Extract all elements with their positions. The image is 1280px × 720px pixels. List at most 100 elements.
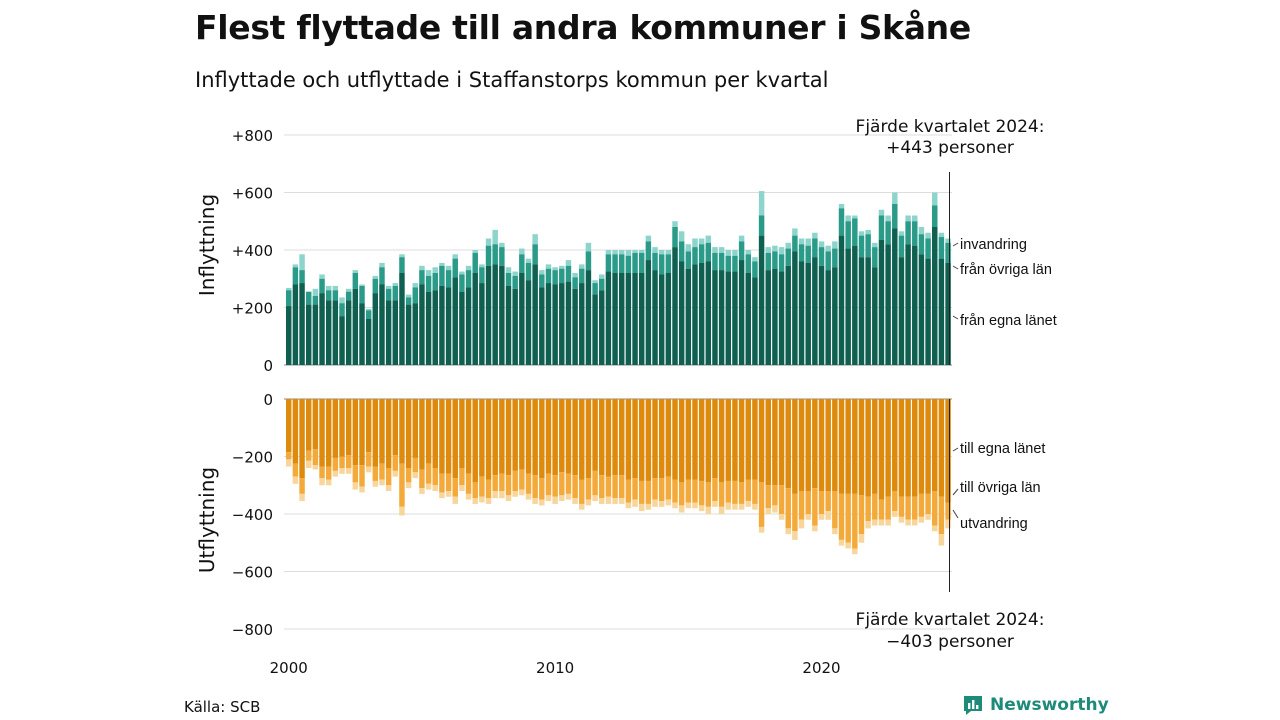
bar-out-own-county xyxy=(652,399,658,479)
bar-out-emigration xyxy=(738,503,745,510)
bar-in-own-county xyxy=(665,273,672,365)
bar-in-immigration xyxy=(685,244,692,252)
bar-out-other-counties xyxy=(292,463,299,477)
bar-out-emigration xyxy=(678,505,685,513)
bar-out-own-county xyxy=(838,399,845,494)
bar-out-other-counties xyxy=(852,493,858,549)
bar-out-other-counties xyxy=(658,478,665,502)
bar-in-immigration xyxy=(738,235,745,242)
bar-out-other-counties xyxy=(858,495,865,535)
bar-in-immigration xyxy=(499,242,505,248)
bar-in-other-counties xyxy=(479,267,485,284)
bar-in-other-counties xyxy=(712,252,718,271)
bar-in-other-counties xyxy=(765,252,771,271)
legend-till-ovriga-lan: till övriga län xyxy=(960,480,1041,496)
bar-out-own-county xyxy=(698,399,705,481)
bar-in-immigration xyxy=(925,232,931,239)
bar-in-other-counties xyxy=(319,278,325,294)
bar-out-emigration xyxy=(499,491,505,499)
legend-till-egna-lanet: till egna länet xyxy=(960,441,1045,457)
bar-in-other-counties xyxy=(399,257,405,273)
bar-out-emigration xyxy=(505,495,512,502)
bar-in-own-county xyxy=(585,270,592,365)
bar-in-own-county xyxy=(732,271,738,365)
bar-out-other-counties xyxy=(432,468,438,486)
bar-in-other-counties xyxy=(332,290,339,301)
bar-out-emigration xyxy=(345,468,352,474)
bar-in-other-counties xyxy=(519,254,525,273)
bar-out-other-counties xyxy=(379,463,385,480)
outflow-bars xyxy=(286,399,951,555)
bar-in-other-counties xyxy=(459,274,465,292)
bar-in-immigration xyxy=(619,250,625,255)
bar-in-immigration xyxy=(312,288,319,296)
bar-in-other-counties xyxy=(599,278,605,291)
bar-in-other-counties xyxy=(499,247,505,266)
bar-in-other-counties xyxy=(732,255,738,272)
bar-out-emigration xyxy=(292,476,299,484)
bar-out-own-county xyxy=(792,399,798,494)
bar-in-own-county xyxy=(838,235,845,365)
bar-out-emigration xyxy=(852,548,858,555)
bar-in-own-county xyxy=(612,273,618,365)
bar-out-emigration xyxy=(878,519,885,526)
bar-out-other-counties xyxy=(885,496,891,520)
bar-in-immigration xyxy=(945,238,951,243)
bar-out-emigration xyxy=(858,534,865,543)
bar-out-emigration xyxy=(372,480,379,487)
outflow-legend xyxy=(952,447,959,519)
bar-out-other-counties xyxy=(372,466,379,481)
bar-out-emigration xyxy=(912,519,918,526)
bar-out-emigration xyxy=(918,516,925,523)
bar-in-other-counties xyxy=(805,245,811,263)
bar-in-other-counties xyxy=(772,251,778,269)
bar-out-emigration xyxy=(725,502,732,510)
bar-in-other-counties xyxy=(925,238,931,259)
bar-in-own-county xyxy=(519,273,525,365)
bar-out-emigration xyxy=(732,503,738,510)
bar-out-other-counties xyxy=(752,479,758,504)
bar-out-other-counties xyxy=(905,496,911,520)
bar-in-own-county xyxy=(379,284,385,365)
bar-out-other-counties xyxy=(912,496,918,520)
bar-in-own-county xyxy=(892,228,898,365)
bar-in-own-county xyxy=(365,319,372,365)
x-tick: 2010 xyxy=(536,659,574,677)
bar-out-other-counties xyxy=(892,491,898,512)
bar-out-other-counties xyxy=(365,452,372,467)
bar-out-other-counties xyxy=(425,463,432,484)
bar-in-own-county xyxy=(725,271,732,365)
x-tick: 2000 xyxy=(270,659,308,677)
bar-in-immigration xyxy=(912,215,918,222)
bar-in-other-counties xyxy=(678,241,685,262)
bar-in-immigration xyxy=(472,250,478,253)
bar-out-own-county xyxy=(798,399,805,491)
bar-in-own-county xyxy=(632,273,638,365)
bar-in-immigration xyxy=(712,247,718,253)
bar-out-own-county xyxy=(579,399,585,480)
bar-in-own-county xyxy=(319,293,325,365)
bar-out-own-county xyxy=(479,399,485,477)
bar-in-immigration xyxy=(345,288,352,292)
bar-out-emigration xyxy=(325,479,332,486)
bar-out-own-county xyxy=(905,399,911,497)
bar-out-other-counties xyxy=(785,488,791,529)
bar-in-own-county xyxy=(772,268,778,365)
bar-in-other-counties xyxy=(692,247,698,265)
bar-in-own-county xyxy=(638,273,645,365)
bar-in-other-counties xyxy=(505,273,512,286)
bar-in-other-counties xyxy=(385,288,392,301)
bar-in-own-county xyxy=(652,270,658,365)
bar-in-other-counties xyxy=(605,254,612,272)
bar-in-own-county xyxy=(459,291,465,365)
bar-out-own-county xyxy=(685,399,692,480)
bar-in-other-counties xyxy=(619,254,625,273)
bar-in-immigration xyxy=(832,241,838,249)
bar-in-other-counties xyxy=(818,247,825,266)
bar-in-immigration xyxy=(785,242,791,249)
bar-in-other-counties xyxy=(778,254,785,272)
bar-out-own-county xyxy=(818,399,825,491)
axis-ticks: +800 +600 +400 +200 0 0 −200 −400 −600 −800 2000 20… xyxy=(232,127,841,677)
bar-out-own-county xyxy=(585,399,592,479)
bar-in-immigration xyxy=(665,250,672,255)
